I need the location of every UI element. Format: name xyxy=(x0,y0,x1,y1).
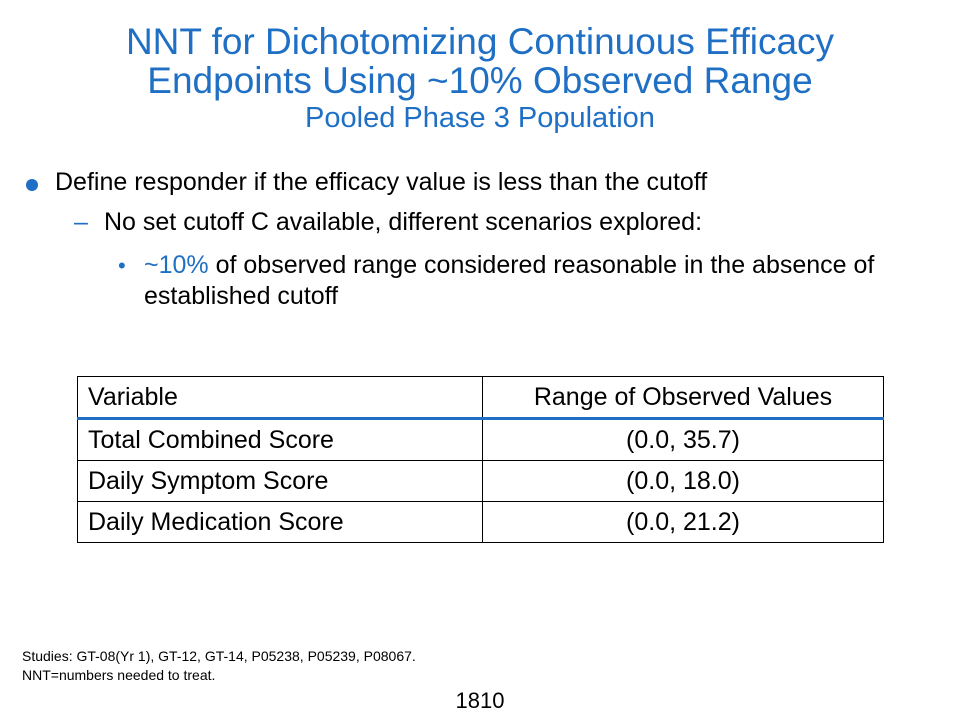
table-row: Daily Symptom Score (0.0, 18.0) xyxy=(77,460,884,502)
table-cell-variable: Daily Medication Score xyxy=(77,501,483,543)
bullet-level-3-body: of observed range considered reasonable … xyxy=(144,251,875,310)
observed-range-table: Variable Range of Observed Values Total … xyxy=(77,376,884,543)
table-cell-range: (0.0, 18.0) xyxy=(482,460,884,502)
slide-subtitle: Pooled Phase 3 Population xyxy=(305,102,655,134)
bullet-level-3-highlight: ~10% xyxy=(144,251,209,279)
bullet-dot-icon xyxy=(26,179,38,191)
table-cell-variable: Daily Symptom Score xyxy=(77,460,483,502)
footnote-nnt: NNT=numbers needed to treat. xyxy=(22,667,216,683)
bullet-small-dot-icon: • xyxy=(118,253,126,278)
table-header-row: Variable Range of Observed Values xyxy=(77,376,884,420)
table-cell-range: (0.0, 21.2) xyxy=(482,501,884,543)
bullet-level-1-text: Define responder if the efficacy value i… xyxy=(55,168,708,196)
footnotes: Studies: GT-08(Yr 1), GT-12, GT-14, P052… xyxy=(22,647,416,685)
table-row: Daily Medication Score (0.0, 21.2) xyxy=(77,501,884,543)
table-cell-range: (0.0, 35.7) xyxy=(482,418,884,461)
page-number: 1810 xyxy=(455,688,505,713)
title-line-2: Endpoints Using ~10% Observed Range xyxy=(147,60,813,101)
slide-title: NNT for Dichotomizing Continuous Efficac… xyxy=(0,22,960,135)
title-line-1: NNT for Dichotomizing Continuous Efficac… xyxy=(125,21,835,62)
bullet-level-3-text: ~10% of observed range considered reason… xyxy=(144,250,924,312)
table-header-range: Range of Observed Values xyxy=(482,376,884,420)
table-row: Total Combined Score (0.0, 35.7) xyxy=(77,418,884,461)
table-header-variable: Variable xyxy=(77,376,483,420)
bullet-level-2-text: No set cutoff C available, different sce… xyxy=(104,208,703,236)
bullet-dash-icon: – xyxy=(74,208,88,236)
footnote-studies: Studies: GT-08(Yr 1), GT-12, GT-14, P052… xyxy=(22,648,416,664)
table-cell-variable: Total Combined Score xyxy=(77,418,483,461)
